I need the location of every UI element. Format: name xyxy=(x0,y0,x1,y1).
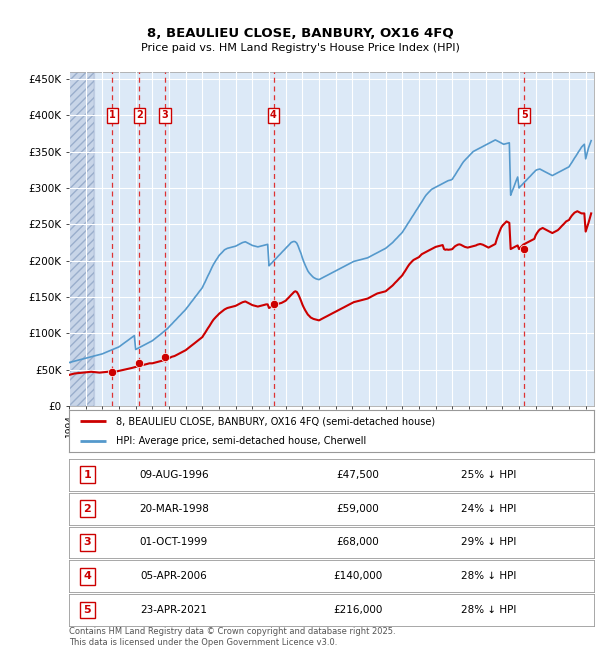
Text: 2: 2 xyxy=(83,504,91,514)
Text: 3: 3 xyxy=(161,110,168,120)
Text: £47,500: £47,500 xyxy=(337,470,379,480)
Text: £68,000: £68,000 xyxy=(337,538,379,547)
Text: £216,000: £216,000 xyxy=(333,605,382,615)
Text: 25% ↓ HPI: 25% ↓ HPI xyxy=(461,470,517,480)
Text: 28% ↓ HPI: 28% ↓ HPI xyxy=(461,571,517,581)
Text: 5: 5 xyxy=(521,110,527,120)
Text: 5: 5 xyxy=(83,605,91,615)
Text: 29% ↓ HPI: 29% ↓ HPI xyxy=(461,538,517,547)
Text: 1: 1 xyxy=(83,470,91,480)
Text: £140,000: £140,000 xyxy=(333,571,382,581)
Text: 28% ↓ HPI: 28% ↓ HPI xyxy=(461,605,517,615)
Text: 20-MAR-1998: 20-MAR-1998 xyxy=(139,504,209,514)
Text: 09-AUG-1996: 09-AUG-1996 xyxy=(139,470,209,480)
Text: 8, BEAULIEU CLOSE, BANBURY, OX16 4FQ: 8, BEAULIEU CLOSE, BANBURY, OX16 4FQ xyxy=(146,27,454,40)
Text: 23-APR-2021: 23-APR-2021 xyxy=(140,605,208,615)
Text: 3: 3 xyxy=(83,538,91,547)
Text: 05-APR-2006: 05-APR-2006 xyxy=(140,571,208,581)
Text: 8, BEAULIEU CLOSE, BANBURY, OX16 4FQ (semi-detached house): 8, BEAULIEU CLOSE, BANBURY, OX16 4FQ (se… xyxy=(116,417,436,426)
Text: 1: 1 xyxy=(109,110,116,120)
Bar xyxy=(69,72,94,406)
Bar xyxy=(69,72,94,406)
Text: 2: 2 xyxy=(136,110,143,120)
Text: Contains HM Land Registry data © Crown copyright and database right 2025.
This d: Contains HM Land Registry data © Crown c… xyxy=(69,627,395,647)
Text: Price paid vs. HM Land Registry's House Price Index (HPI): Price paid vs. HM Land Registry's House … xyxy=(140,44,460,53)
Text: 24% ↓ HPI: 24% ↓ HPI xyxy=(461,504,517,514)
Text: HPI: Average price, semi-detached house, Cherwell: HPI: Average price, semi-detached house,… xyxy=(116,436,367,446)
Text: 4: 4 xyxy=(83,571,91,581)
Text: £59,000: £59,000 xyxy=(337,504,379,514)
Text: 01-OCT-1999: 01-OCT-1999 xyxy=(140,538,208,547)
Text: 4: 4 xyxy=(270,110,277,120)
